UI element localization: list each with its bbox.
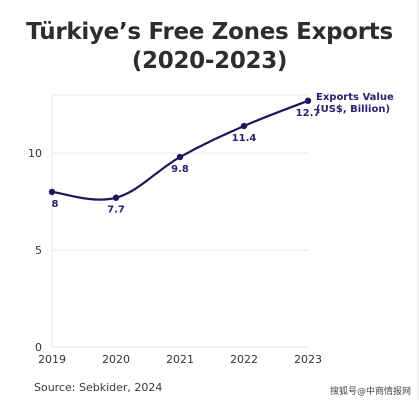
data-label: 9.8 <box>171 164 189 175</box>
data-label: 8 <box>52 199 59 210</box>
y-tick-label: 5 <box>35 244 42 257</box>
right-edge-strip <box>417 0 419 400</box>
x-tick-label: 2022 <box>230 353 258 366</box>
x-tick-label: 2019 <box>38 353 66 366</box>
gridlines <box>51 94 308 348</box>
data-point <box>48 188 56 196</box>
data-label: 12.7 <box>296 108 321 119</box>
watermark-text: 搜狐号@中商情报网 <box>329 387 411 397</box>
data-point <box>240 122 248 130</box>
data-point <box>112 194 120 201</box>
x-tick-label: 2021 <box>166 353 194 366</box>
legend-series-label: Exports Value <box>316 92 394 103</box>
data-point <box>304 97 312 105</box>
data-label: 11.4 <box>232 133 257 144</box>
chart-title-line2: (2020-2023) <box>131 48 288 74</box>
chart-title: Türkiye’s Free Zones Exports (2020-2023) <box>0 18 419 76</box>
data-label: 7.7 <box>107 205 125 216</box>
x-axis-ticks: 2019 2020 2021 2022 2023 <box>38 353 322 366</box>
y-tick-label: 10 <box>28 147 42 160</box>
chart-title-line1: Türkiye’s Free Zones Exports <box>26 19 393 45</box>
source-note: Source: Sebkider, 2024 <box>34 381 163 394</box>
legend: Exports Value(US$, Billion) <box>316 92 394 115</box>
data-point <box>176 153 184 161</box>
y-tick-label: 0 <box>35 341 42 354</box>
y-axis-ticks: 0 5 10 <box>28 147 42 354</box>
series-line <box>51 99 309 201</box>
legend-series-label-line2: (US$, Billion) <box>316 104 390 115</box>
x-tick-label: 2023 <box>294 353 322 366</box>
x-tick-label: 2020 <box>102 353 130 366</box>
series-group: 8 7.7 9.8 11.4 12.7 <box>48 97 321 216</box>
